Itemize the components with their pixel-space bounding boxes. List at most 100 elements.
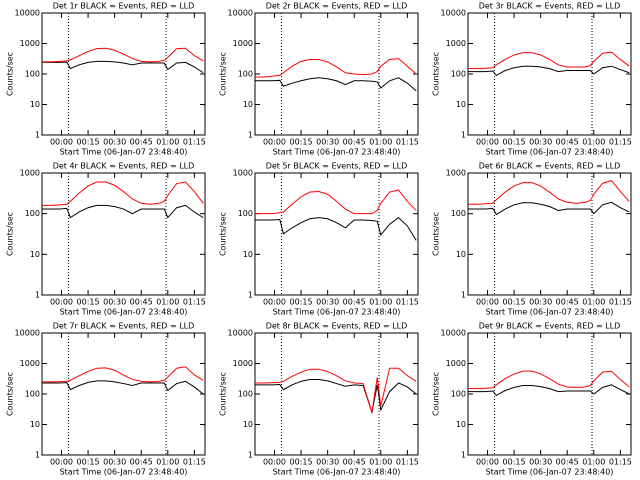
y-tick-label: 10000 <box>15 9 40 18</box>
plot-frame <box>41 172 206 296</box>
x-tick-label: 00:00 <box>476 138 499 147</box>
series-line <box>42 181 204 206</box>
x-tick-label: 01:00 <box>582 138 605 147</box>
series-line <box>468 51 630 70</box>
y-tick-label: 10000 <box>441 9 466 18</box>
x-tick-label: 01:00 <box>582 458 605 467</box>
chart-title: Det 8r BLACK = Events, RED = LLD <box>266 322 408 331</box>
x-tick-label: 00:15 <box>290 138 313 147</box>
y-tick-label: 1 <box>35 131 40 140</box>
x-axis-title: Start Time (06-Jan-07 23:48:40) <box>60 468 188 477</box>
x-axis-title: Start Time (06-Jan-07 23:48:40) <box>273 148 401 157</box>
x-tick-label: 00:15 <box>290 458 313 467</box>
x-tick-label: 00:30 <box>103 298 126 307</box>
y-tick-label: 10 <box>30 250 40 259</box>
chart-title: Det 3r BLACK = Events, RED = LLD <box>479 2 621 11</box>
x-tick-label: 00:00 <box>476 298 499 307</box>
y-axis-title: Counts/sec <box>6 372 15 416</box>
y-tick-label: 1 <box>248 291 253 300</box>
series-line <box>468 201 630 216</box>
x-tick-label: 01:15 <box>396 458 419 467</box>
y-tick-label: 10 <box>30 420 40 429</box>
series-line <box>468 370 630 390</box>
x-tick-label: 00:45 <box>556 138 579 147</box>
series-line <box>42 366 204 383</box>
y-tick-label: 100 <box>451 70 466 79</box>
y-axis-title: Counts/sec <box>6 212 15 256</box>
chart-title: Det 2r BLACK = Events, RED = LLD <box>266 2 408 11</box>
series-line <box>255 189 417 215</box>
x-tick-label: 00:00 <box>50 298 73 307</box>
x-tick-label: 00:30 <box>103 458 126 467</box>
x-tick-label: 00:00 <box>263 458 286 467</box>
panel: Det 1r BLACK = Events, RED = LLD Start Ti… <box>6 2 206 157</box>
x-tick-label: 00:45 <box>556 298 579 307</box>
series-line <box>42 60 204 74</box>
x-tick-label: 00:00 <box>476 458 499 467</box>
y-tick-label: 1000 <box>446 39 466 48</box>
chart-title: Det 9r BLACK = Events, RED = LLD <box>479 322 621 331</box>
series-line <box>255 58 417 78</box>
y-tick-label: 10 <box>243 100 253 109</box>
series-line <box>42 204 204 219</box>
x-axis-title: Start Time (06-Jan-07 23:48:40) <box>273 468 401 477</box>
x-tick-label: 00:30 <box>103 138 126 147</box>
y-tick-label: 1000 <box>446 169 466 178</box>
x-axis-title: Start Time (06-Jan-07 23:48:40) <box>60 148 188 157</box>
x-tick-label: 00:45 <box>343 458 366 467</box>
plot-frame <box>467 172 632 296</box>
x-axis-title: Start Time (06-Jan-07 23:48:40) <box>60 308 188 317</box>
x-tick-label: 00:45 <box>556 458 579 467</box>
y-axis-title: Counts/sec <box>219 52 228 96</box>
chart-title: Det 1r BLACK = Events, RED = LLD <box>53 2 195 11</box>
x-tick-label: 00:15 <box>503 298 526 307</box>
series-line <box>255 367 417 413</box>
x-tick-label: 01:00 <box>156 298 179 307</box>
chart-title: Det 7r BLACK = Events, RED = LLD <box>53 322 195 331</box>
series-line <box>255 378 417 415</box>
x-tick-label: 01:15 <box>183 138 206 147</box>
y-axis-title: Counts/sec <box>432 372 441 416</box>
y-tick-label: 10000 <box>228 9 253 18</box>
x-tick-label: 01:00 <box>582 298 605 307</box>
x-tick-label: 00:30 <box>316 298 339 307</box>
y-tick-label: 10 <box>30 100 40 109</box>
x-axis-title: Start Time (06-Jan-07 23:48:40) <box>486 468 614 477</box>
x-tick-label: 00:15 <box>77 298 100 307</box>
y-tick-label: 100 <box>25 209 40 218</box>
x-tick-label: 01:15 <box>183 298 206 307</box>
x-tick-label: 01:15 <box>396 298 419 307</box>
x-tick-label: 01:00 <box>156 138 179 147</box>
x-axis-title: Start Time (06-Jan-07 23:48:40) <box>273 308 401 317</box>
series-line <box>468 384 630 397</box>
y-axis-title: Counts/sec <box>432 212 441 256</box>
y-tick-label: 1 <box>248 451 253 460</box>
x-tick-label: 00:45 <box>130 298 153 307</box>
plot-frame <box>254 172 419 296</box>
x-tick-label: 00:00 <box>50 138 73 147</box>
y-tick-label: 1000 <box>233 169 253 178</box>
x-tick-label: 00:30 <box>529 458 552 467</box>
x-tick-label: 00:00 <box>263 138 286 147</box>
x-axis-title: Start Time (06-Jan-07 23:48:40) <box>486 308 614 317</box>
series-line <box>42 380 204 395</box>
panel: Det 2r BLACK = Events, RED = LLD Start Ti… <box>219 2 419 157</box>
y-tick-label: 100 <box>25 70 40 79</box>
y-axis-title: Counts/sec <box>432 52 441 96</box>
x-axis-title: Start Time (06-Jan-07 23:48:40) <box>486 148 614 157</box>
x-tick-label: 01:00 <box>369 298 392 307</box>
y-tick-label: 10 <box>456 250 466 259</box>
y-tick-label: 1 <box>35 451 40 460</box>
y-tick-label: 100 <box>451 209 466 218</box>
y-axis-title: Counts/sec <box>6 52 15 96</box>
x-tick-label: 00:30 <box>316 138 339 147</box>
y-tick-label: 100 <box>238 70 253 79</box>
y-tick-label: 1000 <box>20 39 40 48</box>
x-tick-label: 01:00 <box>156 458 179 467</box>
x-tick-label: 00:00 <box>263 298 286 307</box>
y-tick-label: 1 <box>461 131 466 140</box>
y-tick-label: 100 <box>25 390 40 399</box>
